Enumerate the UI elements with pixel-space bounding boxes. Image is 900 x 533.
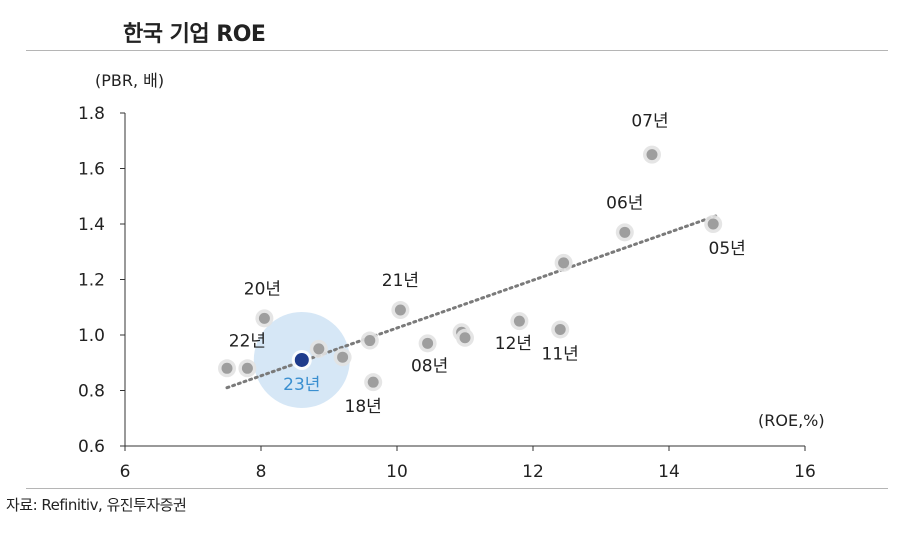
data-label: 08년 <box>411 356 448 376</box>
data-point <box>558 257 570 269</box>
data-point <box>367 376 379 388</box>
data-point <box>364 335 376 347</box>
data-label: 12년 <box>495 334 532 354</box>
data-point <box>619 226 631 238</box>
data-label: 23년 <box>283 375 320 395</box>
data-point <box>513 315 525 327</box>
data-point <box>554 323 566 335</box>
data-label: 05년 <box>709 239 746 259</box>
source-divider <box>26 488 888 489</box>
y-tick-label: 1.8 <box>78 104 105 124</box>
data-label: 20년 <box>244 279 281 299</box>
y-tick-label: 0.6 <box>78 437 105 457</box>
data-label: 22년 <box>229 331 266 351</box>
x-tick-label: 8 <box>256 462 267 482</box>
x-tick-label: 12 <box>522 462 544 482</box>
x-tick-label: 14 <box>658 462 680 482</box>
data-point <box>646 149 658 161</box>
y-tick-label: 0.8 <box>78 382 105 402</box>
x-tick-label: 6 <box>120 462 131 482</box>
data-point <box>258 312 270 324</box>
data-label: 21년 <box>382 271 419 291</box>
data-point <box>394 304 406 316</box>
y-tick-label: 1.6 <box>78 160 105 180</box>
data-point <box>221 362 233 374</box>
data-point <box>294 352 309 367</box>
y-tick-label: 1.2 <box>78 271 105 291</box>
data-label: 07년 <box>631 112 668 132</box>
x-axis-title: (ROE,%) <box>758 411 825 430</box>
y-tick-label: 1.4 <box>78 215 105 235</box>
chart-title: 한국 기업 ROE <box>123 22 266 47</box>
data-label: 18년 <box>345 397 382 417</box>
data-label: 11년 <box>542 344 579 364</box>
title-divider <box>26 50 888 51</box>
y-axis-title: (PBR, 배) <box>95 71 164 90</box>
x-tick-label: 16 <box>794 462 816 482</box>
data-point <box>337 351 349 363</box>
y-tick-label: 1.0 <box>78 326 105 346</box>
source-note: 자료: Refinitiv, 유진투자증권 <box>6 496 187 514</box>
data-point <box>707 218 719 230</box>
x-tick-label: 10 <box>386 462 408 482</box>
data-point <box>422 337 434 349</box>
data-point <box>241 362 253 374</box>
data-point <box>313 343 325 355</box>
data-label: 06년 <box>606 193 643 213</box>
data-point <box>459 332 471 344</box>
